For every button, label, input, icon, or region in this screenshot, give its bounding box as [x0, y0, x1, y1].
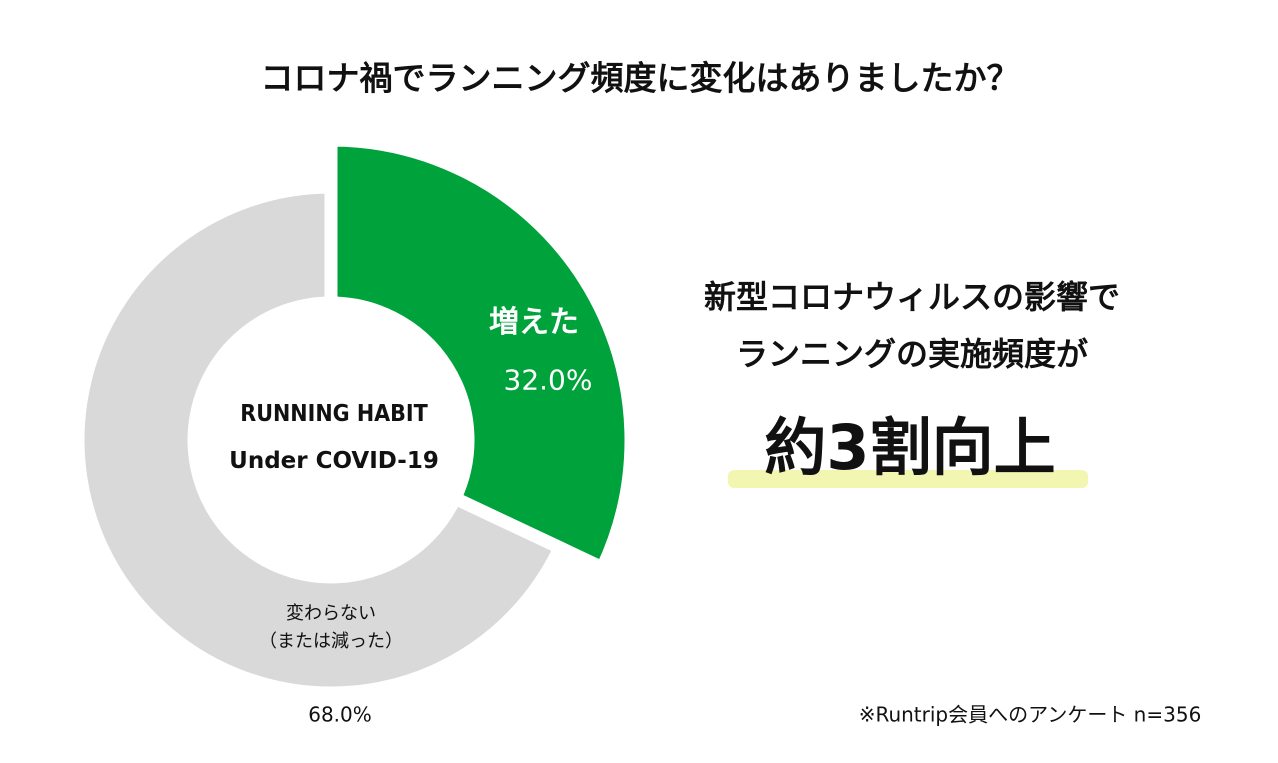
- slice-label: 増えた: [489, 304, 579, 340]
- annotation: 新型コロナウィルスの影響で: [703, 278, 1121, 317]
- chart-title: コロナ禍でランニング頻度に変化はありましたか？: [260, 58, 1020, 98]
- donut-slice: [71, 180, 569, 700]
- center-text: RUNNING HABIT: [240, 401, 428, 428]
- donut-slice: [324, 133, 638, 577]
- value-label: 68.0%: [308, 702, 372, 727]
- footnote: ※Runtrip会員へのアンケート n=356: [858, 702, 1202, 727]
- slice-label: 変わらない （または減った）: [259, 603, 403, 652]
- value-label: 32.0%: [503, 363, 593, 397]
- center-text: Under COVID-19: [229, 448, 439, 475]
- annotation: ランニングの実施頻度が: [735, 335, 1089, 374]
- headline: 約3割向上: [764, 410, 1056, 484]
- highlight: [728, 470, 1088, 488]
